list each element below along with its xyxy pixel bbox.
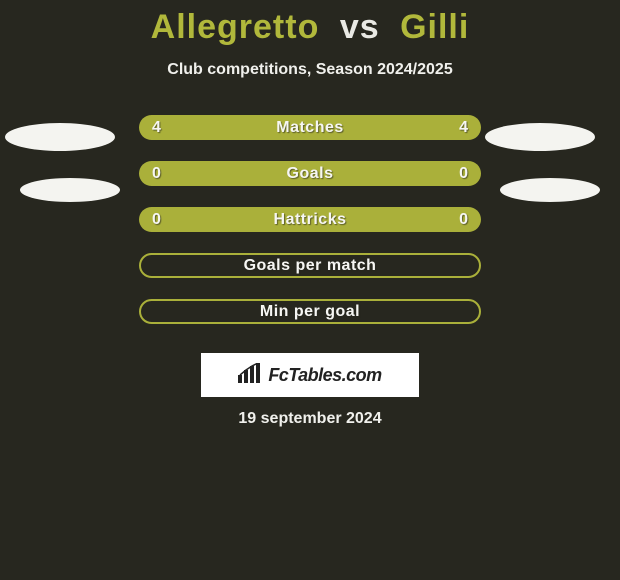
- player1-name: Allegretto: [151, 8, 320, 46]
- decorative-ellipse: [485, 123, 595, 151]
- stat-bar: 0 Goals 0: [139, 161, 481, 186]
- stat-bar: 0 Hattricks 0: [139, 207, 481, 232]
- stat-row-hattricks: 0 Hattricks 0: [0, 207, 620, 253]
- stat-value-right: 0: [459, 165, 468, 183]
- vs-text: vs: [340, 8, 380, 46]
- stat-value-left: 0: [152, 211, 161, 229]
- decorative-ellipse: [5, 123, 115, 151]
- stat-value-left: 0: [152, 165, 161, 183]
- branding-text: FcTables.com: [268, 365, 381, 386]
- stat-label: Min per goal: [260, 303, 360, 321]
- branding-box: FcTables.com: [201, 353, 419, 397]
- date-text: 19 september 2024: [238, 410, 381, 428]
- player2-name: Gilli: [400, 8, 469, 46]
- stat-value-left: 4: [152, 119, 161, 137]
- subtitle: Club competitions, Season 2024/2025: [0, 61, 620, 79]
- bar-chart-icon: [238, 363, 262, 388]
- stat-label: Goals: [287, 165, 334, 183]
- decorative-ellipse: [20, 178, 120, 202]
- stat-value-right: 0: [459, 211, 468, 229]
- stat-bar: Min per goal: [139, 299, 481, 324]
- stat-bar: 4 Matches 4: [139, 115, 481, 140]
- page-title: Allegretto vs Gilli: [0, 0, 620, 47]
- decorative-ellipse: [500, 178, 600, 202]
- stat-label: Matches: [276, 119, 344, 137]
- stat-row-goals-per-match: Goals per match: [0, 253, 620, 299]
- stat-label: Hattricks: [274, 211, 347, 229]
- stat-row-min-per-goal: Min per goal: [0, 299, 620, 345]
- stat-value-right: 4: [459, 119, 468, 137]
- stat-label: Goals per match: [244, 257, 377, 275]
- stat-bar: Goals per match: [139, 253, 481, 278]
